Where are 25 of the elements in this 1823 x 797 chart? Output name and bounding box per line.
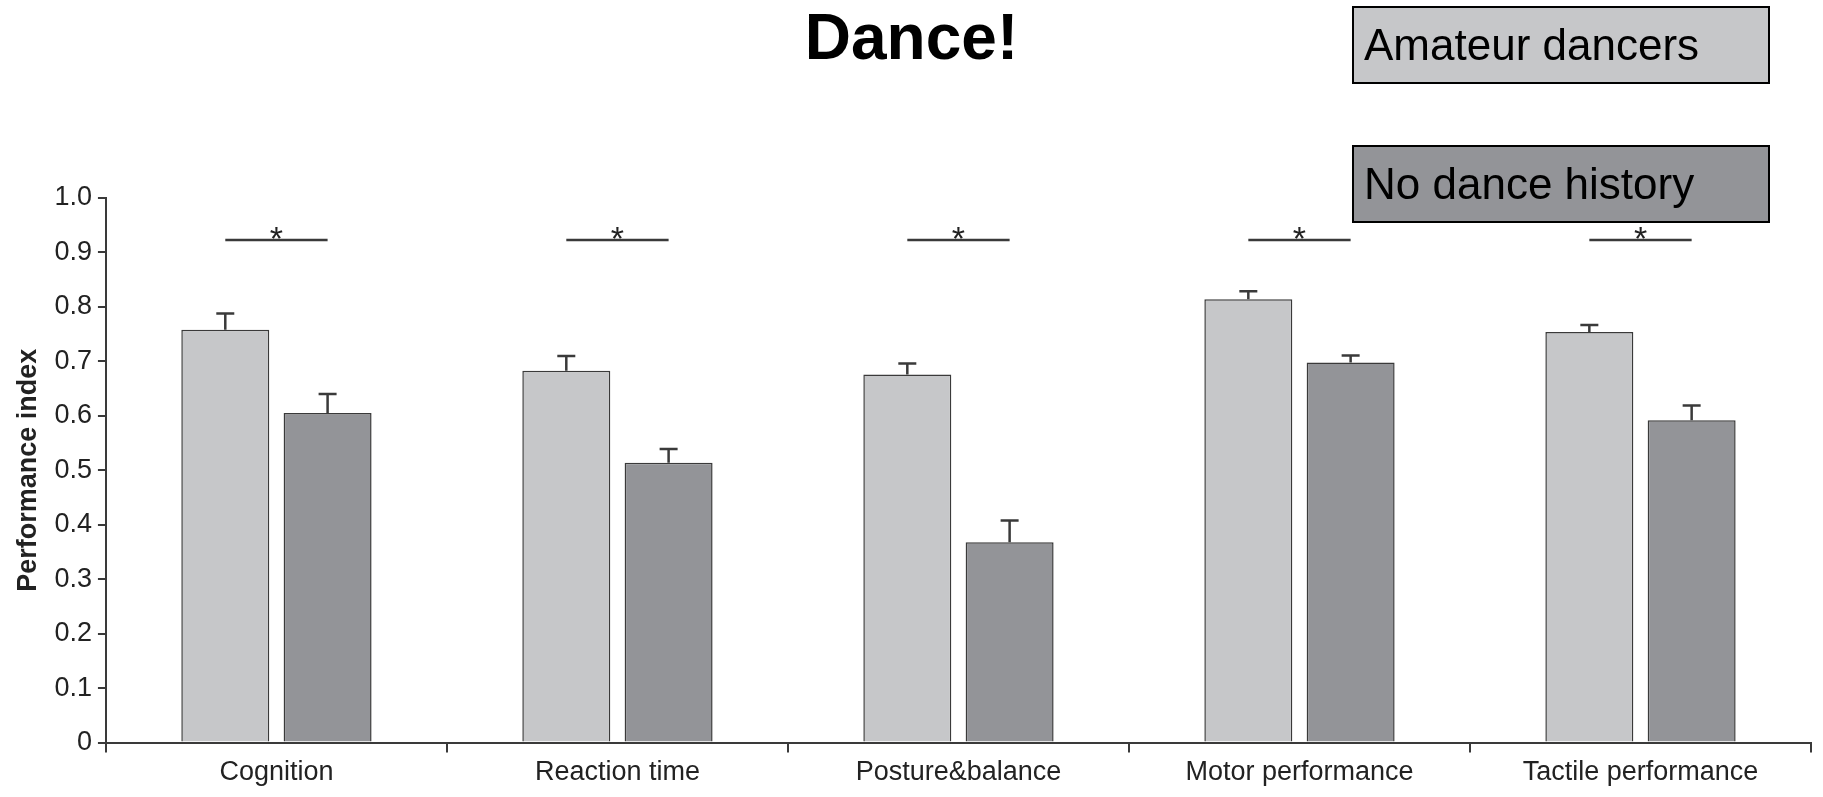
x-tick-label: Posture&balance (855, 756, 1062, 787)
y-tick-label: 0.5 (54, 453, 92, 484)
x-tick-label: Cognition (219, 756, 334, 787)
text: No dance history (1364, 159, 1695, 208)
y-tick-label: 0.4 (54, 508, 92, 539)
y-tick-label: 0.7 (54, 344, 92, 375)
chart-title: Dance! (804, 1, 1019, 73)
annotation: * (1292, 219, 1307, 257)
x-tick-label: Tactile performance (1522, 756, 1759, 787)
y-tick-label: 0.3 (54, 562, 92, 593)
y-tick-label: 0.9 (54, 235, 92, 266)
y-tick-label: 0 (76, 726, 92, 757)
annotation: * (269, 219, 284, 257)
annotation: * (610, 219, 625, 257)
y-axis-title: Performance index (11, 348, 42, 592)
text: Amateur dancers (1364, 20, 1700, 69)
y-tick-label: 1.0 (54, 181, 92, 212)
annotation: * (951, 219, 966, 257)
x-tick-label: Motor performance (1185, 756, 1414, 787)
y-tick-label: 0.8 (54, 290, 92, 321)
x-tick-label: Reaction time (534, 756, 700, 787)
y-tick-label: 0.1 (54, 671, 92, 702)
y-tick-label: 0.6 (54, 399, 92, 430)
y-tick-label: 0.2 (54, 617, 92, 648)
annotation: * (1633, 219, 1648, 257)
